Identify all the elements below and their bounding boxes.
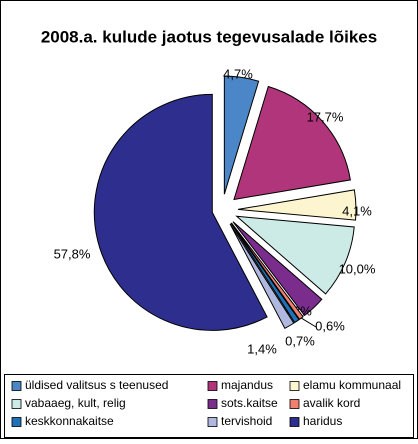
legend-swatch (11, 399, 22, 409)
legend-label: vabaaeg, kult, relig (25, 396, 126, 410)
data-label: 10,0% (339, 261, 376, 276)
pie-slice (223, 75, 260, 195)
data-label: 1,4% (247, 341, 277, 356)
pie-slice (229, 223, 295, 330)
legend-label: keskkonnakaitse (25, 414, 114, 428)
legend-label: avalik kord (303, 396, 360, 410)
legend-label: sots.kaitse (221, 396, 278, 410)
legend-swatch (11, 417, 22, 427)
legend-swatch (11, 381, 22, 391)
legend-swatch (207, 399, 218, 409)
data-label: 57,8% (54, 246, 91, 261)
pie-slice (232, 221, 323, 317)
data-label: 4,7% (223, 66, 253, 81)
legend-swatch (207, 381, 218, 391)
legend-swatch (207, 417, 218, 427)
chart-title: 2008.a. kulude jaotus tegevusalade lõike… (41, 27, 377, 46)
pie-slice (93, 93, 268, 331)
legend-label: majandus (221, 378, 273, 392)
legend-label: elamu kommunaal (303, 378, 401, 392)
data-label: 17,7% (307, 109, 344, 124)
pie-slice (233, 85, 351, 201)
legend-swatch (289, 417, 300, 427)
legend-swatch (289, 399, 300, 409)
pie-slice (237, 189, 357, 221)
leader-line (301, 317, 317, 328)
legend-label: tervishoid (221, 414, 272, 428)
legend-label: üldised valitsus s teenused (25, 378, 168, 392)
legend-swatch (289, 381, 300, 391)
pie-slice (230, 222, 300, 324)
data-label: 4,1% (342, 203, 372, 218)
legend-label: haridus (303, 414, 342, 428)
data-label: 0,6% (315, 318, 345, 333)
pie-slice (235, 215, 355, 295)
data-label: 0,7% (285, 333, 315, 348)
